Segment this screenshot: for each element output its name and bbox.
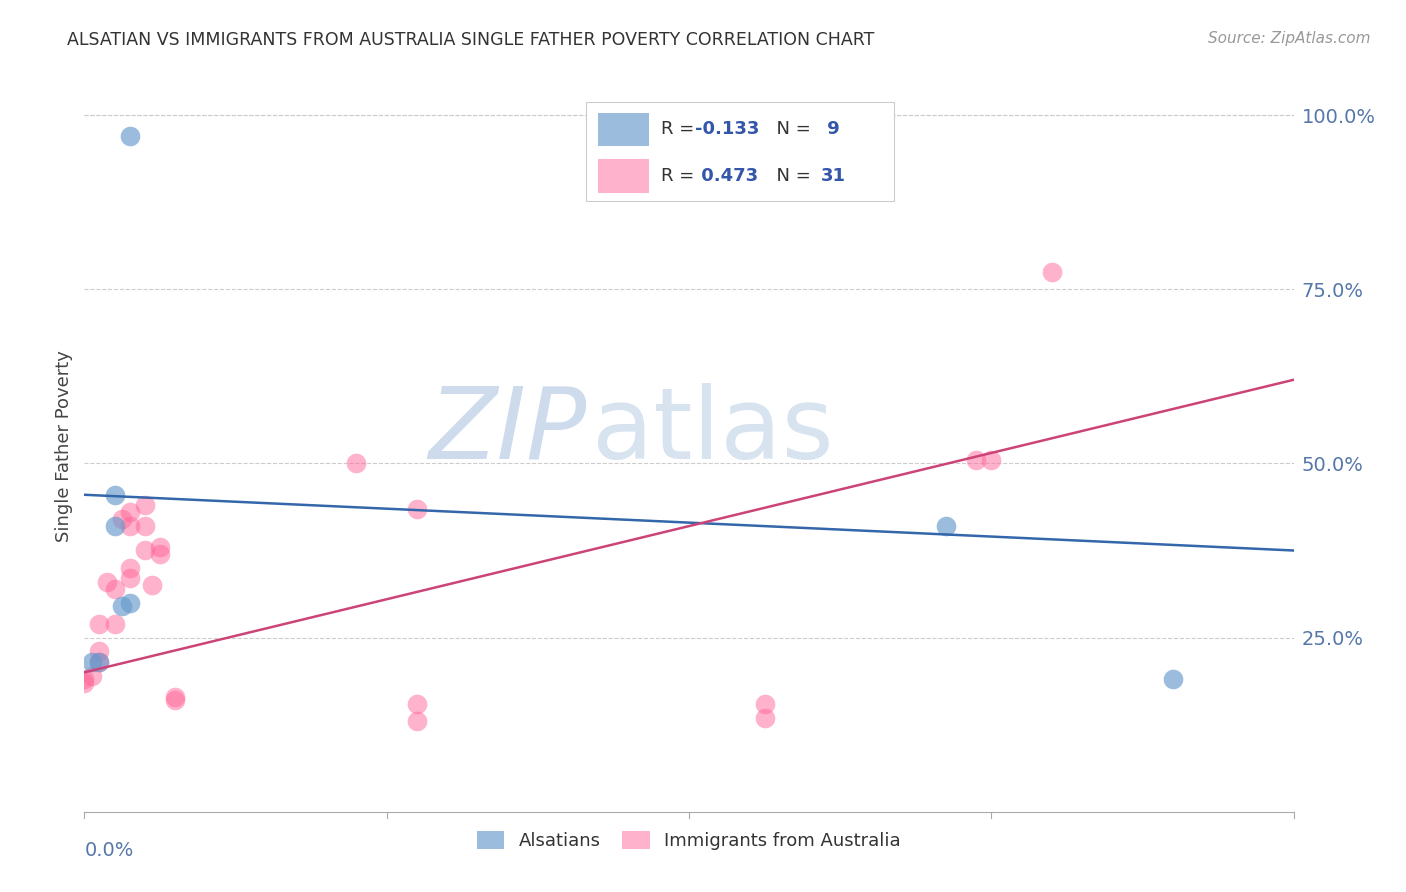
Point — [118, 128, 141, 143]
Point — [118, 571, 141, 585]
Point — [965, 453, 987, 467]
Point — [89, 616, 111, 631]
Text: Source: ZipAtlas.com: Source: ZipAtlas.com — [1208, 31, 1371, 46]
Text: 0.0%: 0.0% — [84, 841, 134, 860]
Point — [406, 501, 429, 516]
Point — [134, 498, 156, 512]
Text: ZIP: ZIP — [427, 383, 586, 480]
Point — [89, 655, 111, 669]
Point — [346, 457, 368, 471]
Point — [406, 697, 429, 711]
Text: ALSATIAN VS IMMIGRANTS FROM AUSTRALIA SINGLE FATHER POVERTY CORRELATION CHART: ALSATIAN VS IMMIGRANTS FROM AUSTRALIA SI… — [67, 31, 875, 49]
Point — [406, 714, 429, 728]
Point — [80, 655, 103, 669]
Point — [118, 505, 141, 519]
Point — [118, 561, 141, 575]
Point — [165, 690, 187, 704]
Text: N =: N = — [765, 168, 817, 186]
Point — [118, 519, 141, 533]
FancyBboxPatch shape — [599, 160, 650, 193]
Point — [149, 540, 172, 554]
Legend: Alsatians, Immigrants from Australia: Alsatians, Immigrants from Australia — [470, 823, 908, 857]
Text: atlas: atlas — [592, 383, 834, 480]
Point — [80, 669, 103, 683]
Text: 9: 9 — [821, 120, 839, 138]
Text: R =: R = — [661, 168, 700, 186]
Point — [104, 488, 127, 502]
Point — [73, 676, 96, 690]
Point — [935, 519, 957, 533]
Point — [1161, 673, 1184, 687]
Point — [165, 693, 187, 707]
Point — [111, 512, 134, 526]
Point — [89, 655, 111, 669]
Point — [73, 673, 96, 687]
Y-axis label: Single Father Poverty: Single Father Poverty — [55, 350, 73, 542]
Text: R =: R = — [661, 120, 700, 138]
Point — [96, 574, 118, 589]
Point — [1040, 265, 1063, 279]
Point — [754, 711, 776, 725]
Point — [104, 519, 127, 533]
FancyBboxPatch shape — [586, 103, 894, 201]
Text: 31: 31 — [821, 168, 846, 186]
FancyBboxPatch shape — [599, 112, 650, 146]
Point — [980, 453, 1002, 467]
Point — [104, 616, 127, 631]
Point — [754, 697, 776, 711]
Point — [89, 644, 111, 658]
Point — [104, 582, 127, 596]
Point — [118, 596, 141, 610]
Text: -0.133: -0.133 — [695, 120, 759, 138]
Point — [111, 599, 134, 614]
Text: N =: N = — [765, 120, 817, 138]
Point — [149, 547, 172, 561]
Point — [134, 543, 156, 558]
Point — [134, 519, 156, 533]
Text: 0.473: 0.473 — [695, 168, 758, 186]
Point — [141, 578, 163, 592]
